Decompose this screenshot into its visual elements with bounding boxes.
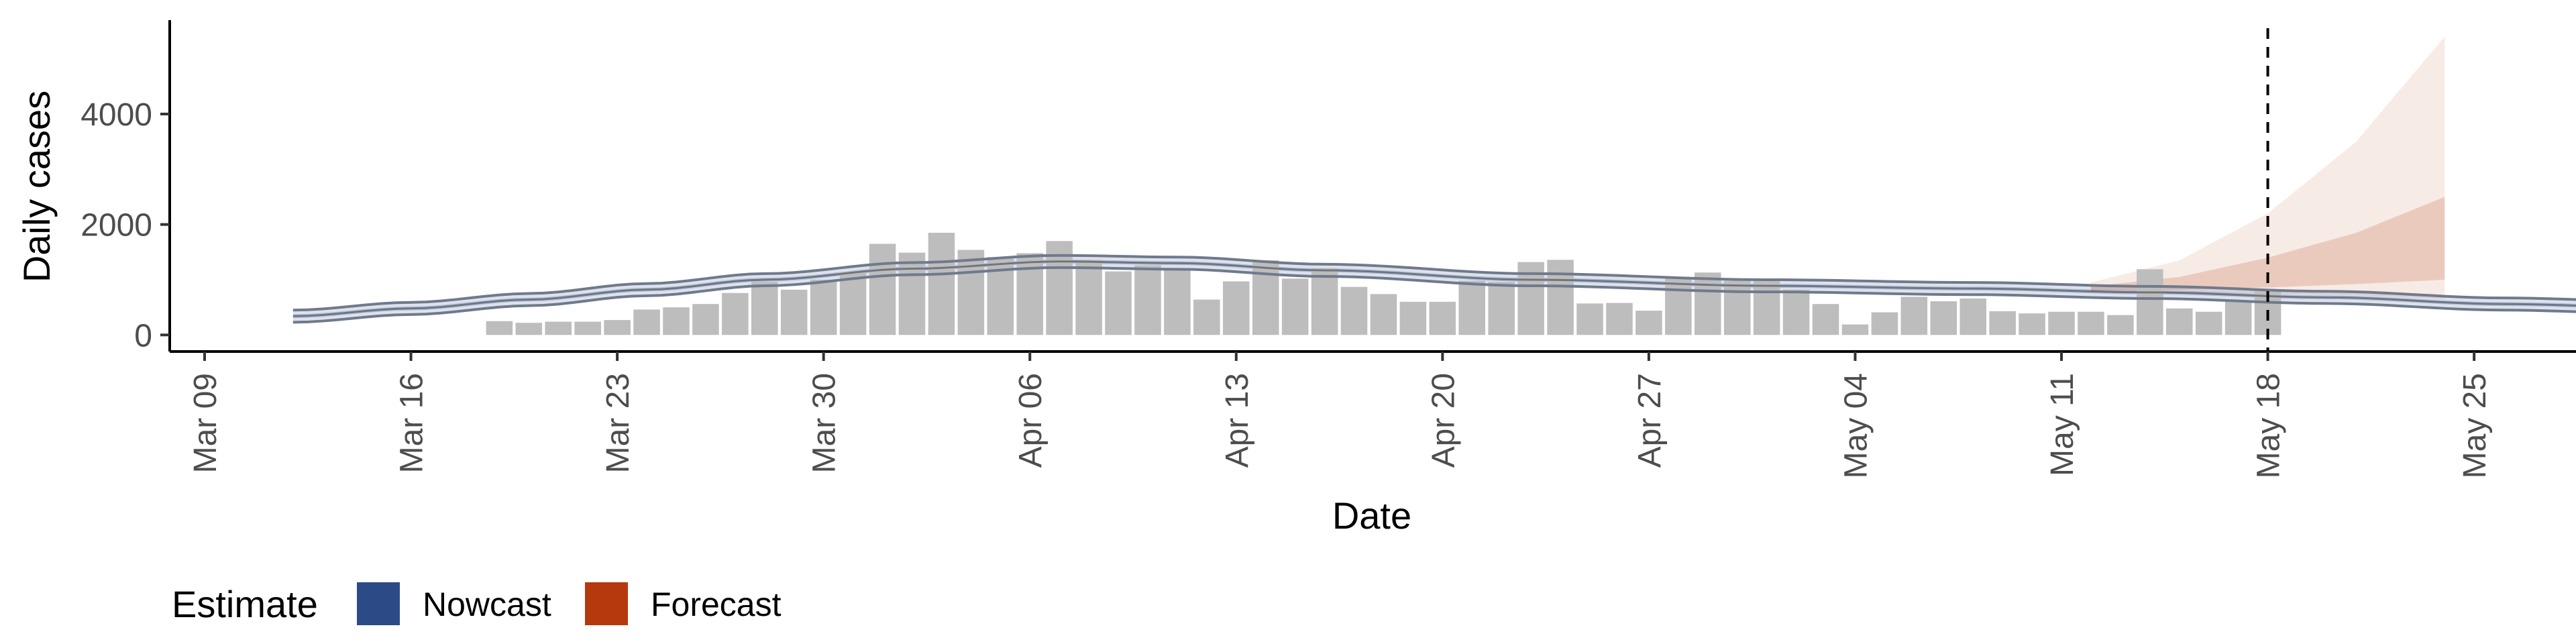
case-bar: [1134, 265, 1161, 335]
case-bar: [2224, 301, 2252, 335]
x-tick-label: May 25: [2457, 373, 2493, 478]
x-tick-label: Apr 20: [1426, 373, 1461, 468]
case-bar: [1458, 280, 1486, 335]
case-bar: [2048, 311, 2075, 335]
case-bar: [839, 272, 867, 335]
y-ticks: 0 2000 4000: [80, 97, 170, 354]
case-bar: [2137, 269, 2163, 335]
case-bar: [722, 292, 749, 335]
x-tick-label: May 04: [1838, 373, 1874, 478]
case-bar: [780, 289, 808, 335]
case-bar: [869, 244, 896, 335]
x-tick-label: Mar 30: [807, 373, 843, 473]
case-bar: [1753, 280, 1780, 335]
case-bar: [2078, 311, 2104, 335]
case-bar: [515, 323, 543, 335]
nowcast-lower-line: [292, 266, 2576, 324]
case-bar: [1164, 268, 1191, 335]
legend-label-forecast: Forecast: [651, 586, 782, 623]
case-bar: [810, 279, 837, 335]
legend-title: Estimate: [172, 583, 318, 625]
case-bar: [663, 307, 690, 335]
legend: Estimate Nowcast Forecast: [172, 582, 782, 625]
y-tick-label: 4000: [80, 97, 152, 133]
estimate-lines: [292, 254, 2576, 324]
case-bar: [1193, 299, 1220, 335]
case-bar: [1665, 276, 1692, 335]
case-bar: [1075, 260, 1102, 335]
case-bar: [604, 320, 631, 335]
case-bar: [2019, 313, 2045, 335]
case-bar: [1841, 324, 1869, 335]
x-tick-label: May 18: [2251, 373, 2287, 478]
x-tick-label: Apr 06: [1013, 373, 1049, 468]
case-bar: [1695, 272, 1721, 335]
case-bar: [2107, 315, 2134, 335]
y-axis-title: Daily cases: [15, 91, 58, 282]
case-bar: [1340, 286, 1368, 335]
case-bar: [928, 232, 955, 335]
legend-label-nowcast: Nowcast: [423, 586, 551, 623]
case-bar: [1871, 312, 1898, 335]
case-bar: [1930, 301, 1957, 335]
x-tick-label: Mar 16: [394, 373, 430, 473]
case-bar: [486, 321, 513, 335]
x-tick-label: Apr 27: [1632, 373, 1668, 468]
y-tick-label: 0: [134, 318, 152, 354]
case-bar: [1547, 260, 1574, 335]
case-bar: [633, 309, 660, 335]
case-bar: [1429, 301, 1456, 335]
case-bar: [1016, 253, 1043, 335]
case-bar: [1782, 289, 1810, 335]
case-bar: [692, 304, 719, 335]
x-axis-title: Date: [1332, 494, 1411, 537]
case-bar: [898, 252, 926, 335]
case-bar: [1812, 304, 1839, 335]
case-bar: [1635, 311, 1662, 335]
case-bar: [1576, 303, 1603, 335]
reported-cases-bars: [486, 232, 2282, 335]
case-bar: [2195, 311, 2222, 335]
case-bar: [1370, 294, 1397, 335]
case-bar: [1606, 303, 1633, 335]
case-bar: [545, 321, 572, 335]
axes: [168, 20, 2576, 353]
case-bar: [1723, 280, 1751, 335]
case-bar: [1488, 282, 1515, 335]
x-tick-label: Mar 23: [600, 373, 636, 473]
x-tick-label: Apr 13: [1220, 373, 1255, 468]
case-bar: [957, 250, 985, 335]
case-bar: [2165, 308, 2193, 335]
case-bar: [751, 282, 778, 335]
case-bar: [1960, 298, 1986, 335]
forecast-band-50: [2090, 197, 2445, 291]
legend-key-forecast: [585, 582, 628, 625]
estimate-bands: [292, 36, 2576, 323]
case-bar: [1900, 297, 1928, 335]
nowcast-upper-line: [292, 254, 2576, 312]
case-bar: [1105, 271, 1132, 335]
case-bar: [1281, 278, 1309, 335]
case-bar: [1399, 301, 1427, 335]
case-bar: [1223, 281, 1250, 335]
x-ticks: Mar 09 Mar 16 Mar 23 Mar 30 Apr 06 Apr 13 Apr …: [188, 352, 2493, 478]
nowcast-median-line: [292, 260, 2576, 317]
case-bar: [1311, 268, 1338, 335]
case-bar: [1252, 260, 1279, 335]
x-tick-label: Mar 09: [188, 373, 223, 473]
y-tick-label: 2000: [80, 208, 152, 244]
case-bar: [1989, 311, 2016, 335]
case-bar: [574, 321, 601, 335]
x-tick-label: May 11: [2045, 373, 2080, 476]
legend-key-nowcast: [357, 582, 400, 625]
forecast-band-90: [2090, 36, 2445, 299]
